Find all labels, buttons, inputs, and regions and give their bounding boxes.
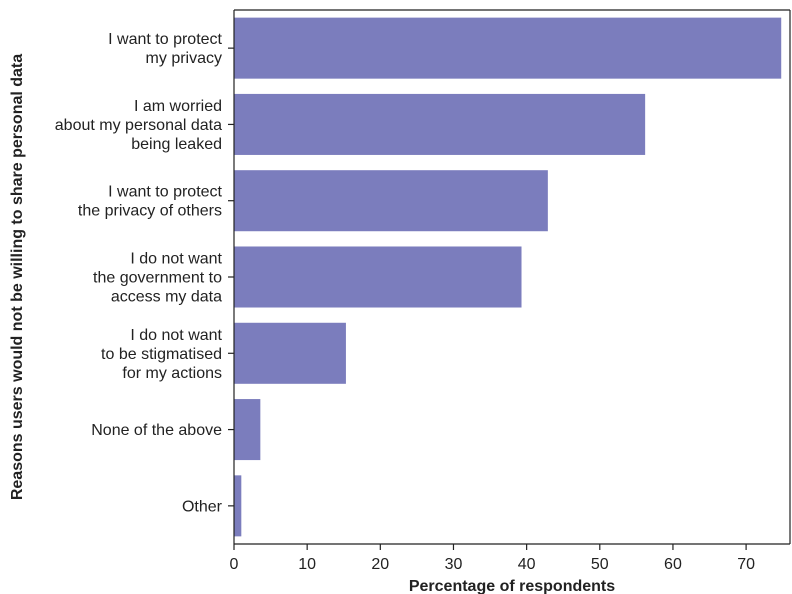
category-label: None of the above <box>91 422 222 439</box>
category-label: I am worried about my personal data being … <box>55 98 222 153</box>
x-tick-label: 40 <box>518 556 536 573</box>
bar <box>234 170 548 232</box>
x-tick-label: 60 <box>664 556 682 573</box>
category-label: I do not want the government to access my … <box>93 251 223 306</box>
x-tick-label: 20 <box>371 556 389 573</box>
x-tick-label: 0 <box>230 556 239 573</box>
x-axis-title: Percentage of respondents <box>409 578 615 594</box>
bar <box>234 322 346 384</box>
x-tick-label: 10 <box>298 556 316 573</box>
bar <box>234 17 782 79</box>
x-tick-label: 70 <box>737 556 755 573</box>
x-tick-label: 50 <box>591 556 609 573</box>
category-label: I do not want to be stigmatised for my act… <box>101 327 223 382</box>
y-axis-title: Reasons users would not be willing to sh… <box>9 54 26 500</box>
bar <box>234 246 522 308</box>
bar <box>234 93 646 155</box>
bars-group <box>234 17 782 537</box>
bar <box>234 399 261 461</box>
x-tick-label: 30 <box>445 556 463 573</box>
category-labels: I want to protect my privacy I am worried a… <box>55 31 234 515</box>
category-label: Other <box>182 498 223 515</box>
x-axis-ticks: 0 10 20 30 40 50 60 70 <box>230 544 755 573</box>
category-label: I want to protect my privacy <box>108 31 222 67</box>
category-label: I want to protect the privacy of others <box>78 184 223 220</box>
bar <box>234 475 242 537</box>
